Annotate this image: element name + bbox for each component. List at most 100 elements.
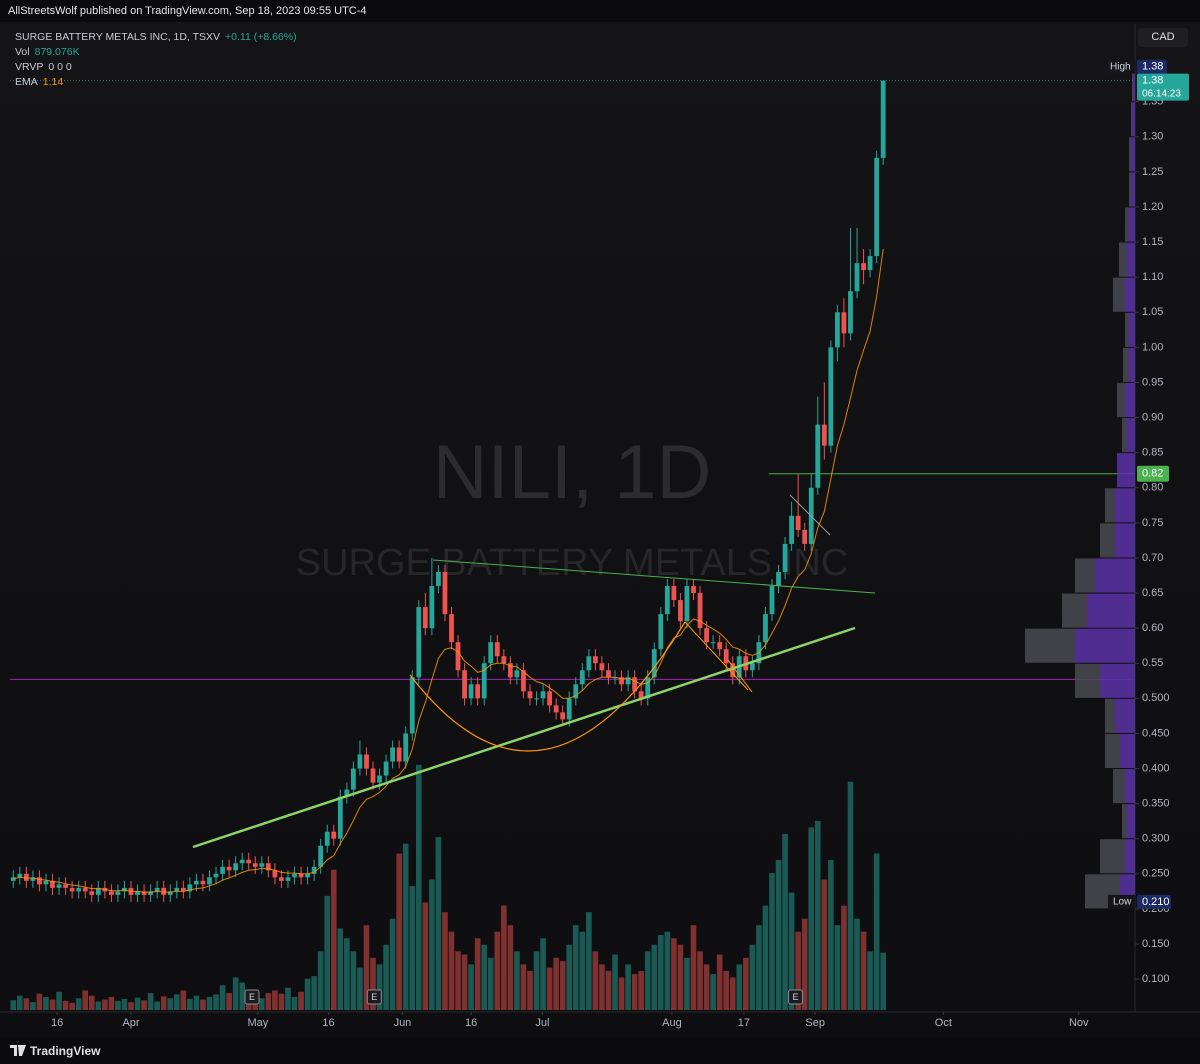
volume-profile-up: [1127, 804, 1135, 839]
candle-body: [43, 880, 49, 885]
volume-bar: [154, 1001, 160, 1010]
ema-line: [13, 249, 884, 893]
candle-body: [305, 873, 311, 878]
candle-body: [691, 586, 696, 594]
candle-body: [69, 887, 75, 892]
candle-body: [704, 628, 709, 643]
candle-body: [141, 891, 147, 895]
candle-body: [488, 642, 494, 664]
legend-row: EMA 1.14: [15, 75, 302, 90]
volume-bar: [383, 944, 389, 1010]
candle-body: [638, 691, 644, 699]
candle-body: [449, 614, 454, 643]
candle-body: [180, 887, 186, 892]
volume-bar: [494, 931, 501, 1010]
x-tick-label: 17: [738, 1017, 750, 1029]
volume-profile-down: [1105, 698, 1115, 733]
candle-body: [821, 424, 827, 446]
volume-bar: [801, 918, 808, 1010]
volume-bar: [775, 860, 782, 1010]
event-marker: [366, 989, 382, 1005]
volume-bar: [160, 996, 167, 1010]
x-tick-label: Oct: [935, 1017, 952, 1029]
volume-bar: [324, 895, 331, 1010]
volume-bar: [56, 991, 62, 1010]
volume-bar: [631, 974, 638, 1010]
candle-body: [848, 291, 853, 334]
logo: [10, 1045, 26, 1056]
candle-body: [17, 873, 23, 878]
candle-body: [619, 677, 624, 685]
volume-profile-down: [1123, 347, 1129, 382]
y-tick-label: 0.400: [1142, 762, 1170, 774]
volume-bar: [62, 1000, 69, 1010]
candle-body: [723, 649, 729, 664]
volume-bar: [625, 964, 631, 1010]
legend-row: SURGE BATTERY METALS INC, 1D, TSXV +0.11 …: [15, 30, 302, 45]
volume-bar: [743, 957, 749, 1010]
y-tick-label: 1.30: [1142, 131, 1163, 143]
event-marker: [788, 989, 804, 1005]
volume-profile-up: [1131, 172, 1135, 207]
volume-bar: [684, 957, 690, 1010]
volume-bar: [363, 925, 370, 1010]
y-tick-label: 1.10: [1142, 271, 1163, 283]
candle-body: [357, 754, 363, 769]
volume-bar: [834, 925, 841, 1010]
volume-bar: [808, 827, 815, 1010]
candle-body: [475, 684, 481, 699]
volume-bar: [533, 951, 540, 1010]
indicator-value: 879.076K: [34, 46, 80, 58]
currency-button[interactable]: CAD: [1138, 28, 1188, 47]
candle-body: [501, 656, 507, 664]
candle-body: [311, 866, 317, 874]
volume-bar: [278, 993, 285, 1010]
high-value: 1.38: [1142, 61, 1163, 73]
volume-bar: [69, 1002, 75, 1010]
candle-body: [233, 863, 239, 871]
volume-bar: [520, 964, 527, 1010]
volume-bar: [187, 998, 193, 1010]
candle-body: [880, 80, 886, 158]
candle-body: [749, 663, 755, 671]
volume-bar: [36, 993, 43, 1010]
volume-bar: [128, 1002, 134, 1010]
volume-bar: [828, 860, 834, 1010]
candle-body: [390, 747, 396, 762]
volume-bar: [17, 995, 23, 1010]
volume-profile-up: [1125, 382, 1135, 418]
candle-body: [514, 670, 520, 678]
candle-body: [377, 775, 382, 783]
candle-body: [272, 870, 278, 878]
volume-bar: [854, 918, 860, 1010]
volume-bar: [572, 925, 579, 1010]
candle-body: [481, 663, 487, 699]
drawings: [192, 494, 876, 849]
volume-bar: [651, 944, 658, 1010]
volume-bar: [82, 990, 89, 1010]
y-tick-label: 0.85: [1142, 447, 1163, 459]
candle-body: [521, 670, 526, 692]
legend: SURGE BATTERY METALS INC, 1D, TSXV +0.11 …: [15, 30, 302, 90]
volume-bar: [756, 925, 762, 1010]
volume-bar: [710, 974, 716, 1010]
volume-profile-down: [1129, 137, 1131, 172]
candle-body: [651, 649, 657, 678]
volume-bar: [317, 951, 324, 1010]
volume-bar: [867, 951, 873, 1010]
volume-bar: [644, 951, 651, 1010]
legend-row: Vol 879.076K: [15, 45, 302, 60]
candle-body: [573, 684, 579, 699]
volume-bar: [795, 931, 801, 1010]
candle-body: [409, 677, 415, 734]
candle-body: [220, 866, 225, 874]
volume-bar: [736, 964, 743, 1010]
volume-profile-down: [1122, 418, 1127, 453]
y-tick-label: 0.450: [1142, 727, 1170, 739]
candle-body: [213, 873, 219, 878]
candle-body: [63, 884, 68, 888]
volume-bar: [468, 964, 474, 1010]
symbol-title: SURGE BATTERY METALS INC, 1D, TSXV: [15, 31, 220, 43]
candle-body: [678, 600, 683, 622]
